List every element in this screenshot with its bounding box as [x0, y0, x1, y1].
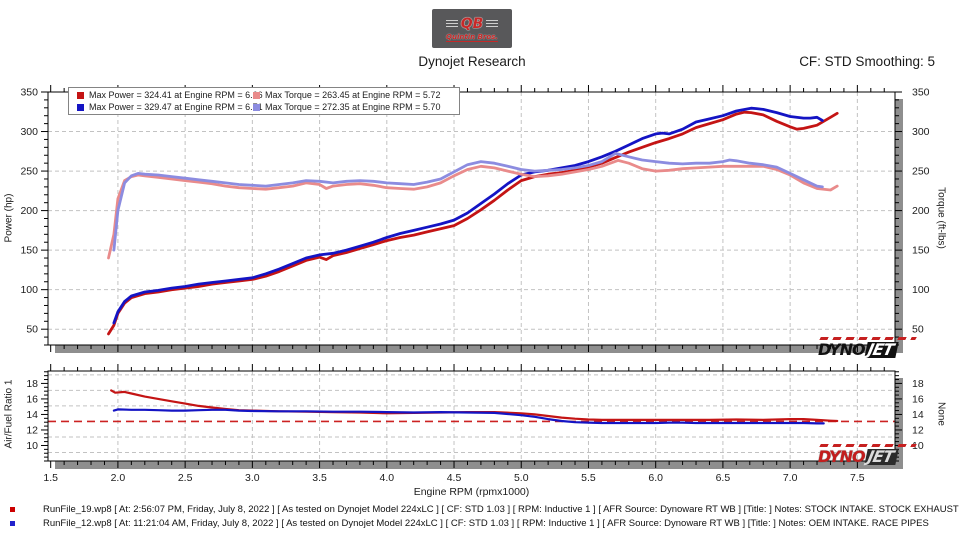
quintin-bros-logo: QB Quintin Bros.	[432, 9, 512, 48]
y-tick-label: 100	[912, 284, 930, 296]
x-tick-label: 2.5	[178, 472, 193, 484]
dynojet-dash-icon	[819, 444, 917, 447]
run-file-row: RunFile_19.wp8 [ At: 2:56:07 PM, Friday,…	[10, 503, 959, 515]
page-title: Dynojet Research	[418, 54, 526, 69]
curve-torque-stock	[107, 158, 839, 260]
plot-frame	[47, 370, 896, 462]
x-tick-label: 7.5	[850, 472, 865, 484]
x-axis-label: Engine RPM (rpmx1000)	[414, 486, 530, 498]
y-tick-label: 250	[20, 166, 38, 178]
speedlines-icon	[486, 19, 499, 28]
run-file-row: RunFile_12.wp8 [ At: 11:21:04 AM, Friday…	[10, 517, 929, 529]
x-tick-label: 6.5	[716, 472, 731, 484]
curve-torque-race	[112, 151, 824, 252]
run-file-info: RunFile_19.wp8 [ At: 2:56:07 PM, Friday,…	[43, 503, 959, 515]
run-swatch	[10, 506, 15, 512]
y-tick-label: 18	[912, 378, 924, 390]
x-tick-label: 7.0	[783, 472, 798, 484]
dynojet-jet-text: JET	[863, 340, 899, 359]
y-tick-label: 14	[26, 409, 38, 421]
dynojet-dash-icon	[819, 337, 917, 340]
y-tick-label: 300	[912, 126, 930, 138]
logo-name: Quintin Bros.	[446, 32, 498, 42]
y-tick-label: 10	[26, 440, 38, 452]
y-tick-label: 16	[26, 393, 38, 405]
x-tick-label: 3.5	[312, 472, 327, 484]
y-tick-label: 18	[26, 378, 38, 390]
legend-swatch	[77, 103, 84, 111]
legend-label: Max Power = 324.41 at Engine RPM = 6.66	[89, 90, 263, 100]
legend-item: Max Power = 329.47 at Engine RPM = 6.71	[69, 101, 263, 113]
curve-power-race	[112, 106, 824, 325]
dynojet-jet-text: JET	[863, 447, 899, 466]
afr-axis-label: Air/Fuel Ratio 1	[3, 379, 15, 449]
y-tick-label: 200	[20, 205, 38, 217]
x-tick-label: 1.5	[43, 472, 58, 484]
chart-legend: Max Power = 324.41 at Engine RPM = 6.66 M…	[68, 87, 460, 115]
power-axis-label: Power (hp)	[3, 193, 15, 243]
none-axis-label: None	[935, 402, 947, 426]
legend-label: Max Torque = 263.45 at Engine RPM = 5.72	[265, 90, 441, 100]
x-tick-label: 6.0	[648, 472, 663, 484]
speedlines-icon	[445, 19, 458, 28]
y-tick-label: 10	[912, 440, 924, 452]
logo-initials: QB	[460, 15, 484, 32]
smoothing-label: CF: STD Smoothing: 5	[799, 54, 935, 69]
plot-area	[48, 371, 895, 461]
curve-afr-race	[112, 408, 825, 425]
x-tick-label: 4.5	[447, 472, 462, 484]
y-tick-label: 250	[912, 166, 930, 178]
x-tick-label: 5.0	[514, 472, 529, 484]
y-tick-label: 300	[20, 126, 38, 138]
y-tick-label: 14	[912, 409, 924, 421]
plot-area	[48, 92, 895, 345]
y-tick-label: 100	[20, 284, 38, 296]
y-tick-label: 150	[912, 245, 930, 257]
legend-item: Max Torque = 263.45 at Engine RPM = 5.72	[245, 89, 459, 101]
legend-label: Max Power = 329.47 at Engine RPM = 6.71	[89, 102, 263, 112]
legend-swatch	[253, 103, 260, 111]
x-tick-label: 5.5	[581, 472, 596, 484]
y-tick-label: 350	[912, 87, 930, 99]
y-tick-label: 200	[912, 205, 930, 217]
legend-item: Max Power = 324.41 at Engine RPM = 6.66	[69, 89, 263, 101]
legend-swatch	[253, 91, 260, 99]
curve-power-stock	[107, 110, 839, 336]
y-tick-label: 150	[20, 245, 38, 257]
run-file-info: RunFile_12.wp8 [ At: 11:21:04 AM, Friday…	[43, 517, 929, 529]
main-chart: 50 50 100 100 150 150 200 200 250 250 300 300 350 350	[20, 85, 930, 353]
x-tick-label: 2.0	[111, 472, 126, 484]
torque-axis-label: Torque (ft-lbs)	[935, 187, 947, 249]
x-tick-label: 4.0	[379, 472, 394, 484]
afr-chart: 10 10 12 12 14 14 16 16 18 18 1.5 2.0 2.5 3.0 3.5 4.0 4.…	[26, 364, 924, 498]
y-tick-label: 50	[912, 324, 924, 336]
x-tick-label: 3.0	[245, 472, 260, 484]
y-tick-label: 50	[26, 324, 38, 336]
legend-item: Max Torque = 272.35 at Engine RPM = 5.70	[245, 101, 459, 113]
y-tick-label: 12	[912, 424, 924, 436]
dynojet-logo: DYNO JET	[818, 337, 918, 359]
legend-swatch	[77, 91, 84, 99]
dynojet-dyno-text: DYNO	[818, 340, 866, 359]
dynojet-logo: DYNO JET	[818, 444, 918, 466]
y-tick-label: 350	[20, 87, 38, 99]
y-tick-label: 12	[26, 424, 38, 436]
dynojet-dyno-text: DYNO	[818, 447, 866, 466]
run-swatch	[10, 520, 15, 526]
legend-label: Max Torque = 272.35 at Engine RPM = 5.70	[265, 102, 441, 112]
y-tick-label: 16	[912, 393, 924, 405]
